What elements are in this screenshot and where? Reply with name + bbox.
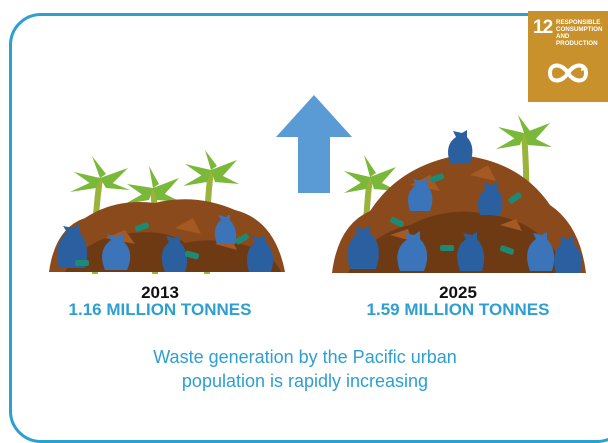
year-2025: 2025 xyxy=(439,283,477,302)
sdg-title: RESPONSIBLE CONSUMPTION AND PRODUCTION xyxy=(556,19,603,47)
sdg-number: 12 xyxy=(533,17,553,38)
amount-2013: 1.16 MILLION TONNES xyxy=(68,300,252,319)
sdg-badge: 12 RESPONSIBLE CONSUMPTION AND PRODUCTIO… xyxy=(528,11,608,102)
amount-2025: 1.59 MILLION TONNES xyxy=(366,300,550,319)
caption: Waste generation by the Pacific urban po… xyxy=(153,347,457,391)
waste-pile-2025 xyxy=(332,115,586,274)
year-2013: 2013 xyxy=(141,283,179,302)
waste-pile-2013 xyxy=(49,150,285,274)
infinity-loop-icon xyxy=(547,63,589,83)
increase-arrow-icon xyxy=(276,95,352,193)
